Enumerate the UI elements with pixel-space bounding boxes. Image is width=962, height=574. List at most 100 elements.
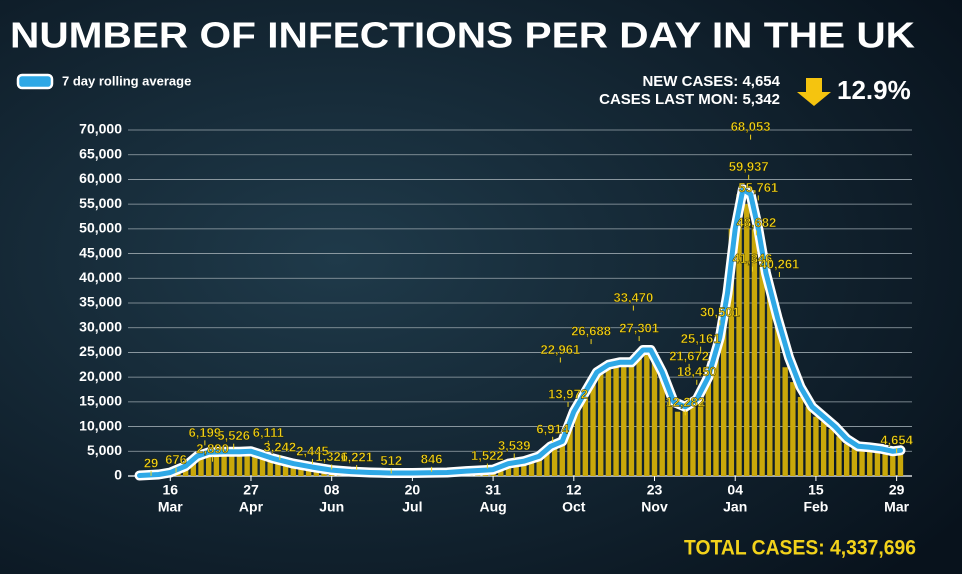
bar bbox=[628, 357, 635, 476]
bar bbox=[613, 367, 619, 476]
data-label: 55,761 bbox=[738, 180, 778, 195]
y-tick-label: 65,000 bbox=[79, 145, 122, 161]
bar bbox=[551, 441, 558, 476]
data-label: 1,522 bbox=[471, 448, 504, 463]
bar bbox=[651, 362, 658, 476]
plot: 0 5,000 10,000 15,000 20,000 25,000 30,000 35,0… bbox=[79, 119, 914, 515]
data-label: 29 bbox=[144, 455, 158, 470]
bar bbox=[667, 401, 673, 476]
bar bbox=[559, 438, 565, 476]
bar bbox=[828, 429, 834, 476]
bar bbox=[759, 263, 765, 476]
data-label: 2,445 bbox=[296, 443, 329, 458]
bar bbox=[198, 451, 204, 476]
bar bbox=[744, 204, 750, 476]
data-label: 676 bbox=[165, 452, 187, 467]
bar bbox=[521, 458, 527, 476]
bar bbox=[805, 406, 811, 476]
data-label: 1,326 bbox=[315, 449, 348, 464]
bar bbox=[774, 327, 781, 476]
bar bbox=[690, 401, 696, 476]
y-tick-label: 35,000 bbox=[79, 294, 122, 310]
x-tick-month: Jul bbox=[402, 499, 422, 515]
y-tick-label: 60,000 bbox=[79, 170, 122, 186]
bar bbox=[636, 357, 642, 476]
y-tick-label: 10,000 bbox=[79, 417, 122, 433]
x-tick-month: Oct bbox=[562, 499, 586, 515]
down-arrow bbox=[797, 78, 831, 106]
data-label: 6,914 bbox=[536, 421, 569, 436]
data-label: 26,688 bbox=[571, 324, 611, 339]
data-label: 59,937 bbox=[729, 159, 769, 174]
y-tick-label: 0 bbox=[114, 467, 122, 483]
bar bbox=[813, 416, 819, 476]
data-label: 33,470 bbox=[613, 290, 653, 305]
bar bbox=[644, 347, 650, 476]
y-tick-label: 15,000 bbox=[79, 393, 122, 409]
bar bbox=[213, 451, 220, 476]
bar bbox=[267, 458, 273, 476]
bar bbox=[190, 456, 197, 476]
bar bbox=[851, 446, 858, 476]
data-label: 3,242 bbox=[264, 439, 297, 454]
data-label: 5,526 bbox=[217, 428, 250, 443]
last-mon: CASES LAST MON: 5,342 bbox=[599, 91, 780, 108]
bar bbox=[790, 382, 796, 476]
data-label: 846 bbox=[421, 451, 443, 466]
data-label: 48,682 bbox=[736, 215, 776, 230]
x-tick-label: 08 bbox=[324, 482, 340, 498]
x-tick-label: 04 bbox=[727, 482, 743, 498]
bar bbox=[259, 456, 266, 476]
bar bbox=[605, 362, 612, 476]
x-tick-label: 29 bbox=[889, 482, 905, 498]
bar bbox=[682, 409, 688, 476]
bar bbox=[298, 466, 304, 476]
data-label: 18,450 bbox=[677, 364, 717, 379]
bar bbox=[505, 463, 512, 476]
bar bbox=[882, 451, 888, 476]
bar bbox=[582, 391, 589, 476]
data-label: 12,282 bbox=[665, 395, 705, 410]
bar bbox=[206, 448, 212, 476]
bar bbox=[843, 443, 850, 476]
x-tick-month: Feb bbox=[803, 499, 828, 515]
data-label: 4,654 bbox=[880, 432, 913, 447]
bar bbox=[221, 452, 227, 476]
total-cases: TOTAL CASES: 4,337,696 bbox=[684, 537, 916, 560]
bar bbox=[782, 367, 788, 476]
y-tick-label: 55,000 bbox=[79, 195, 122, 211]
y-tick-label: 20,000 bbox=[79, 368, 122, 384]
data-label: 3,539 bbox=[498, 438, 531, 453]
bar bbox=[697, 391, 704, 476]
bar bbox=[567, 416, 573, 476]
chart-title: NUMBER OF INFECTIONS PER DAY IN THE UK bbox=[10, 15, 915, 56]
data-label: 40,261 bbox=[760, 256, 800, 271]
bar bbox=[705, 377, 712, 476]
bar bbox=[236, 453, 243, 476]
bar bbox=[590, 377, 596, 476]
x-tick-month: Aug bbox=[479, 499, 506, 515]
bar bbox=[859, 447, 865, 476]
bar bbox=[797, 396, 804, 476]
data-label: 6,199 bbox=[189, 425, 222, 440]
data-label: 30,501 bbox=[700, 305, 740, 320]
data-label: 68,053 bbox=[731, 119, 771, 134]
bar bbox=[229, 448, 235, 476]
x-tick-label: 27 bbox=[243, 482, 259, 498]
legend-swatch bbox=[16, 73, 54, 90]
bar bbox=[659, 377, 665, 476]
change: 12.9% bbox=[837, 75, 911, 105]
y-tick-label: 30,000 bbox=[79, 318, 122, 334]
y-tick-label: 70,000 bbox=[79, 121, 122, 137]
bar bbox=[767, 288, 773, 476]
bar bbox=[244, 451, 250, 476]
y-tick-label: 45,000 bbox=[79, 244, 122, 260]
x-tick-label: 16 bbox=[162, 482, 178, 498]
x-tick-month: Apr bbox=[239, 499, 264, 515]
data-label: 2,890 bbox=[196, 441, 229, 456]
x-tick-month: Nov bbox=[641, 499, 668, 515]
bar bbox=[282, 463, 289, 476]
x-tick-label: 23 bbox=[647, 482, 663, 498]
bar bbox=[513, 461, 519, 476]
